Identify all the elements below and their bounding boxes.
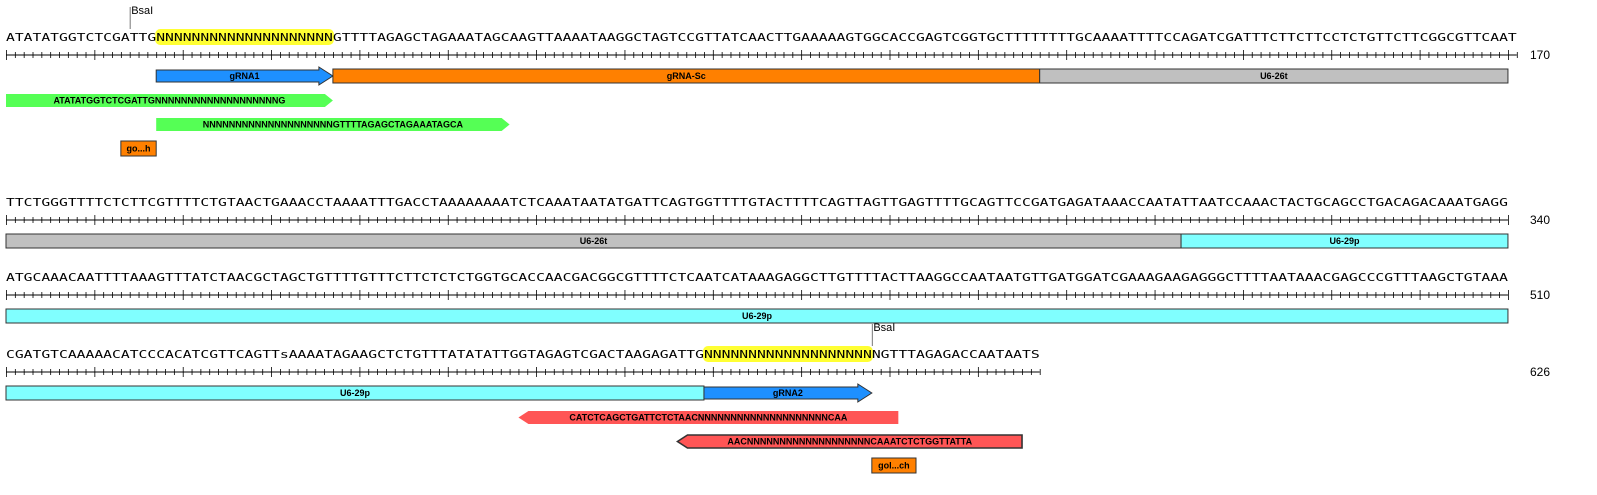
feature-gol-ch[interactable]	[871, 457, 917, 474]
restriction-site-label[interactable]: BsaI	[131, 5, 153, 17]
feature-label: U6-26t	[1260, 71, 1288, 81]
sequence-highlight	[155, 29, 334, 45]
restriction-site-label[interactable]: BsaI	[873, 322, 895, 334]
feature-primer-1[interactable]	[6, 94, 333, 107]
feature-U6-26t[interactable]	[1039, 68, 1509, 84]
dna-sequence: CGATGTCAAAAACATCCCACATCGTTCAGTTsAAAATAGA…	[6, 348, 1040, 361]
feature-U6-29p[interactable]	[1180, 233, 1509, 249]
end-position-number: 170	[1530, 48, 1550, 62]
feature-gRNA1[interactable]	[155, 66, 334, 86]
feature-primer-3[interactable]	[518, 411, 899, 424]
feature-label: U6-26t	[580, 236, 608, 246]
feature-primer-2[interactable]	[156, 118, 510, 131]
feature-label: NNNNNNNNNNNNNNNNNNNNGTTTTAGAGCTAGAAATAGC…	[203, 120, 464, 130]
dna-sequence: ATATATGGTCTCGATTGNNNNNNNNNNNNNNNNNNNNGTT…	[6, 31, 1517, 44]
sequence-row-1: ATATATGGTCTCGATTGNNNNNNNNNNNNNNNNNNNNGTT…	[6, 5, 1550, 157]
end-position-number: 340	[1530, 213, 1550, 227]
feature-label: go...h	[127, 144, 151, 154]
feature-label: U6-29p	[1329, 236, 1360, 246]
feature-label: AACNNNNNNNNNNNNNNNNNNNCAAATCTCTGGTTATTA	[727, 437, 972, 447]
feature-U6-29p[interactable]	[5, 385, 705, 401]
sequence-row-3: ATGCAAACAATTTTAAAGTTTATCTAACGCTAGCTGTTTT…	[5, 271, 1550, 324]
sequence-row-2: TTCTGGGTTTTCTCTTCGTTTTCTGTAACTGAAACCTAAA…	[5, 196, 1550, 249]
end-position-number: 626	[1530, 365, 1550, 379]
feature-gRNA2[interactable]	[703, 383, 873, 403]
dna-sequence: TTCTGGGTTTTCTCTTCGTTTTCTGTAACTGAAACCTAAA…	[6, 196, 1508, 209]
feature-label: gol...ch	[878, 461, 910, 471]
sequence-highlight	[702, 346, 873, 362]
end-position-number: 510	[1530, 288, 1550, 302]
feature-primer-4[interactable]	[675, 434, 1023, 449]
feature-go-h[interactable]	[120, 140, 157, 157]
feature-label: gRNA-Sc	[667, 71, 706, 81]
feature-label: gRNA1	[230, 71, 260, 81]
feature-label: CATCTCAGCTGATTCTCTAACNNNNNNNNNNNNNNNNNNN…	[569, 413, 847, 423]
feature-label: gRNA2	[773, 388, 803, 398]
dna-sequence: ATGCAAACAATTTTAAAGTTTATCTAACGCTAGCTGTTTT…	[6, 271, 1508, 284]
feature-label: U6-29p	[340, 388, 371, 398]
feature-U6-29p[interactable]	[5, 308, 1509, 324]
sequence-row-4: CGATGTCAAAAACATCCCACATCGTTCAGTTsAAAATAGA…	[5, 322, 1550, 474]
feature-label: U6-29p	[742, 311, 773, 321]
feature-label: ATATATGGTCTCGATTGNNNNNNNNNNNNNNNNNNNG	[53, 96, 285, 106]
